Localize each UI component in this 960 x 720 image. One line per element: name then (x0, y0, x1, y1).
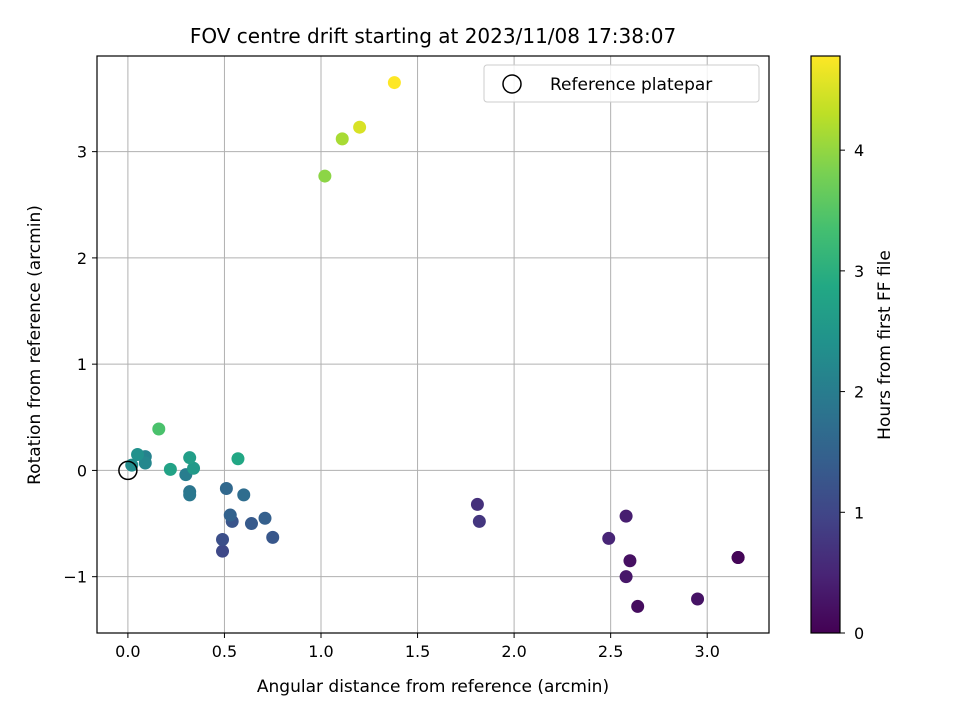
plot-frame (96, 55, 770, 634)
colorbar-tick-label: 0 (854, 624, 864, 643)
x-tick-label: 0.0 (115, 642, 140, 661)
x-tick-label: 2.0 (501, 642, 526, 661)
x-axis-label: Angular distance from reference (arcmin) (257, 677, 609, 697)
y-tick-label: 1 (77, 355, 87, 374)
x-tick-label: 1.0 (308, 642, 333, 661)
colorbar-tick-label: 2 (854, 383, 864, 402)
data-point (216, 532, 230, 546)
data-point (131, 447, 145, 461)
data-point (183, 488, 197, 502)
data-point (602, 531, 616, 545)
data-point (470, 497, 484, 511)
data-point (619, 570, 633, 584)
colorbar-frame (810, 55, 841, 634)
data-point (258, 511, 272, 525)
y-tick-label: −1 (63, 568, 87, 587)
y-axis-label: Rotation from reference (arcmin) (25, 205, 45, 485)
data-point (472, 514, 486, 528)
legend-marker (502, 74, 522, 94)
data-point (216, 544, 230, 558)
x-tick-label: 0.5 (212, 642, 237, 661)
plot-area: 0.0 0.5 1.0 1.5 2.0 2.5 3.0 −1 0 1 2 3 (63, 55, 770, 661)
x-tick-label: 2.5 (598, 642, 623, 661)
colorbar: 0 1 2 3 4 Hours from first FF file (810, 55, 895, 643)
colorbar-tick-label: 3 (854, 262, 864, 281)
colorbar-label: Hours from first FF file (875, 250, 895, 440)
grid (97, 56, 769, 633)
colorbar-ticks: 0 1 2 3 4 (840, 141, 864, 643)
data-point (187, 461, 201, 475)
y-axis-ticks: −1 0 1 2 3 (63, 143, 97, 587)
legend-label: Reference platepar (550, 75, 712, 95)
data-point (219, 481, 233, 495)
data-point (183, 451, 197, 465)
data-point (138, 456, 152, 470)
legend-box (483, 64, 760, 103)
data-point (623, 554, 637, 568)
x-axis-ticks: 0.0 0.5 1.0 1.5 2.0 2.5 3.0 (115, 633, 720, 661)
colorbar-tick-label: 4 (854, 141, 864, 160)
data-point (353, 120, 367, 134)
data-point (163, 462, 177, 476)
data-point (152, 422, 166, 436)
data-point (691, 592, 705, 606)
chart-title: FOV centre drift starting at 2023/11/08 … (190, 24, 676, 48)
y-tick-label: 0 (77, 461, 87, 480)
data-point (335, 132, 349, 146)
data-point (237, 488, 251, 502)
data-point (731, 551, 745, 565)
colorbar-tick-label: 1 (854, 503, 864, 522)
data-point (318, 169, 332, 183)
x-tick-label: 3.0 (694, 642, 719, 661)
data-point (266, 530, 280, 544)
data-point (387, 76, 401, 90)
legend: Reference platepar (483, 64, 760, 103)
data-point (619, 509, 633, 523)
colorbar-gradient (811, 56, 840, 633)
data-point (231, 452, 245, 466)
scatter-points (125, 76, 745, 613)
data-point (244, 517, 258, 531)
data-point (223, 508, 237, 522)
data-point (631, 599, 645, 613)
y-tick-label: 2 (77, 249, 87, 268)
y-tick-label: 3 (77, 143, 87, 162)
x-tick-label: 1.5 (405, 642, 430, 661)
reference-platepar-marker (118, 460, 138, 481)
plot-background (97, 56, 769, 633)
